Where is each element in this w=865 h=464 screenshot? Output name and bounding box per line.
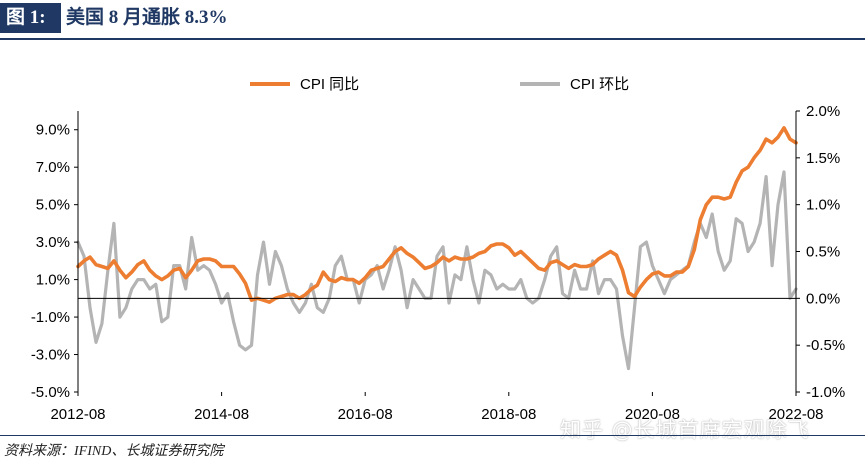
figure-header: 图 1: 美国 8 月通胀 8.3% — [0, 0, 865, 38]
x-tick-label: 2018-08 — [481, 406, 536, 423]
x-tick-label: 2022-08 — [768, 406, 823, 423]
cpi-chart: 9.0% 7.0% 5.0% 3.0% 1.0% -1.0% -3.0% -5.0% 2.0%… — [31, 76, 845, 423]
x-tick-label: 2016-08 — [338, 406, 393, 423]
left-tick-label: 1.0% — [36, 272, 70, 289]
footer-rule — [0, 435, 865, 436]
x-tick-label: 2012-08 — [50, 406, 105, 423]
right-tick-label: -1.0% — [806, 384, 845, 401]
source-note: 资料来源：IFIND、长城证券研究院 — [4, 444, 224, 459]
right-tick-label: 0.5% — [806, 244, 840, 261]
chart-legend: CPI 同比 CPI 环比 — [250, 76, 629, 93]
watermark: 知乎 @长城首席宏观除飞 — [560, 418, 810, 442]
header-rule — [0, 38, 865, 40]
figure-title: 美国 8 月通胀 8.3% — [66, 7, 228, 28]
left-tick-label: 7.0% — [36, 159, 70, 176]
left-tick-label: -5.0% — [31, 384, 70, 401]
left-tick-label: 9.0% — [36, 122, 70, 139]
chart-series-layer — [76, 126, 798, 371]
left-axis-ticks: 9.0% 7.0% 5.0% 3.0% 1.0% -1.0% -3.0% -5.0% — [31, 122, 78, 401]
right-tick-label: 0.0% — [806, 290, 840, 307]
cpi-yoy-line — [76, 126, 798, 304]
left-tick-label: 3.0% — [36, 234, 70, 251]
right-tick-label: 1.5% — [806, 150, 840, 167]
left-tick-label: -3.0% — [31, 347, 70, 364]
right-tick-label: 2.0% — [806, 103, 840, 120]
legend-label: CPI 同比 — [300, 76, 359, 93]
right-tick-label: 1.0% — [806, 197, 840, 214]
x-axis-ticks: 2012-08 2014-08 2016-08 2018-08 2020-08 2022-… — [50, 392, 824, 423]
right-tick-label: -0.5% — [806, 337, 845, 354]
left-tick-label: -1.0% — [31, 309, 70, 326]
cpi-mom-line — [76, 170, 798, 371]
left-tick-label: 5.0% — [36, 197, 70, 214]
legend-label: CPI 环比 — [570, 76, 629, 93]
x-tick-label: 2020-08 — [625, 406, 680, 423]
right-axis-ticks: 2.0% 1.5% 1.0% 0.5% 0.0% -0.5% -1.0% — [796, 103, 845, 401]
chart-axes — [77, 111, 797, 392]
x-tick-label: 2014-08 — [194, 406, 249, 423]
figure-label: 图 1: — [0, 3, 61, 33]
